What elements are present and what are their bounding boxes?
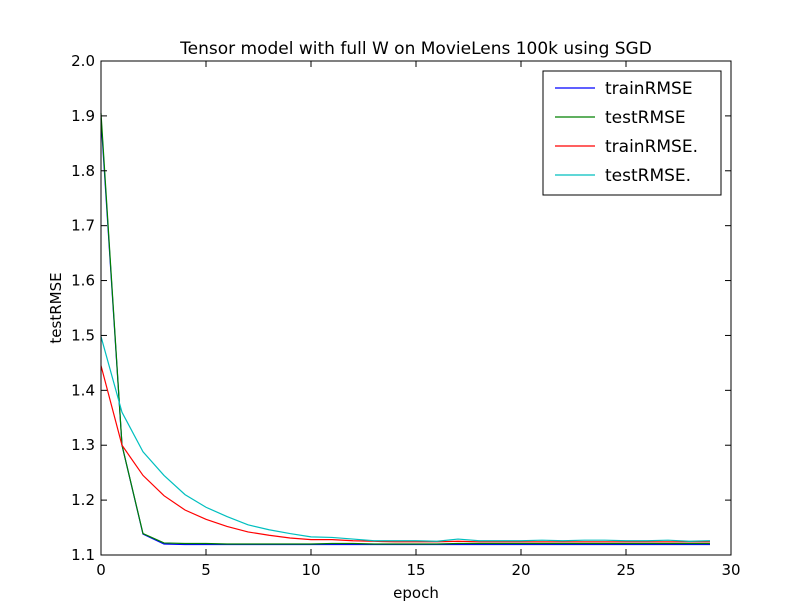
y-tick-label: 1.5 — [71, 326, 95, 344]
y-tick-label: 1.9 — [71, 107, 95, 125]
chart-title: Tensor model with full W on MovieLens 10… — [179, 39, 652, 59]
series-layer — [100, 113, 711, 546]
legend-entry-label: trainRMSE — [605, 79, 693, 99]
x-tick-label: 25 — [616, 561, 635, 579]
y-tick-label: 1.2 — [71, 491, 95, 509]
x-tick-label: 10 — [301, 561, 320, 579]
x-axis-label: epoch — [393, 584, 439, 602]
y-tick-label: 1.3 — [71, 436, 95, 454]
y-tick-label: 1.7 — [71, 217, 95, 235]
legend-box — [542, 70, 722, 196]
y-axis-label: testRMSE — [47, 272, 65, 343]
legend-entry-label: testRMSE — [605, 108, 686, 128]
x-tick-label: 5 — [201, 561, 211, 579]
series-line-4 — [100, 336, 711, 542]
x-tick-label: 20 — [511, 561, 530, 579]
legend-entry-label: trainRMSE. — [605, 137, 698, 157]
y-tick-label: 1.1 — [71, 546, 95, 564]
ticks-layer: 0 5 10 15 20 25 30 1.1 1.2 1.3 1.4 1.5 1.6 1.7 1.8 1.9 2… — [71, 52, 740, 579]
y-tick-label: 1.6 — [71, 272, 95, 290]
x-tick-label: 0 — [96, 561, 106, 579]
y-tick-label: 1.8 — [71, 162, 95, 180]
x-tick-label: 15 — [406, 561, 425, 579]
plot-border — [100, 60, 732, 556]
title-group: Tensor model with full W on MovieLens 10… — [179, 39, 652, 59]
series-line-2 — [100, 113, 710, 545]
y-tick-label: 1.4 — [71, 381, 95, 399]
series-line-3 — [100, 365, 710, 543]
legend: trainRMSE testRMSE trainRMSE. testRMSE. — [542, 70, 722, 196]
y-tick-label: 2.0 — [71, 52, 95, 70]
legend-entry-label: testRMSE. — [605, 166, 691, 186]
x-tick-label: 30 — [721, 561, 740, 579]
